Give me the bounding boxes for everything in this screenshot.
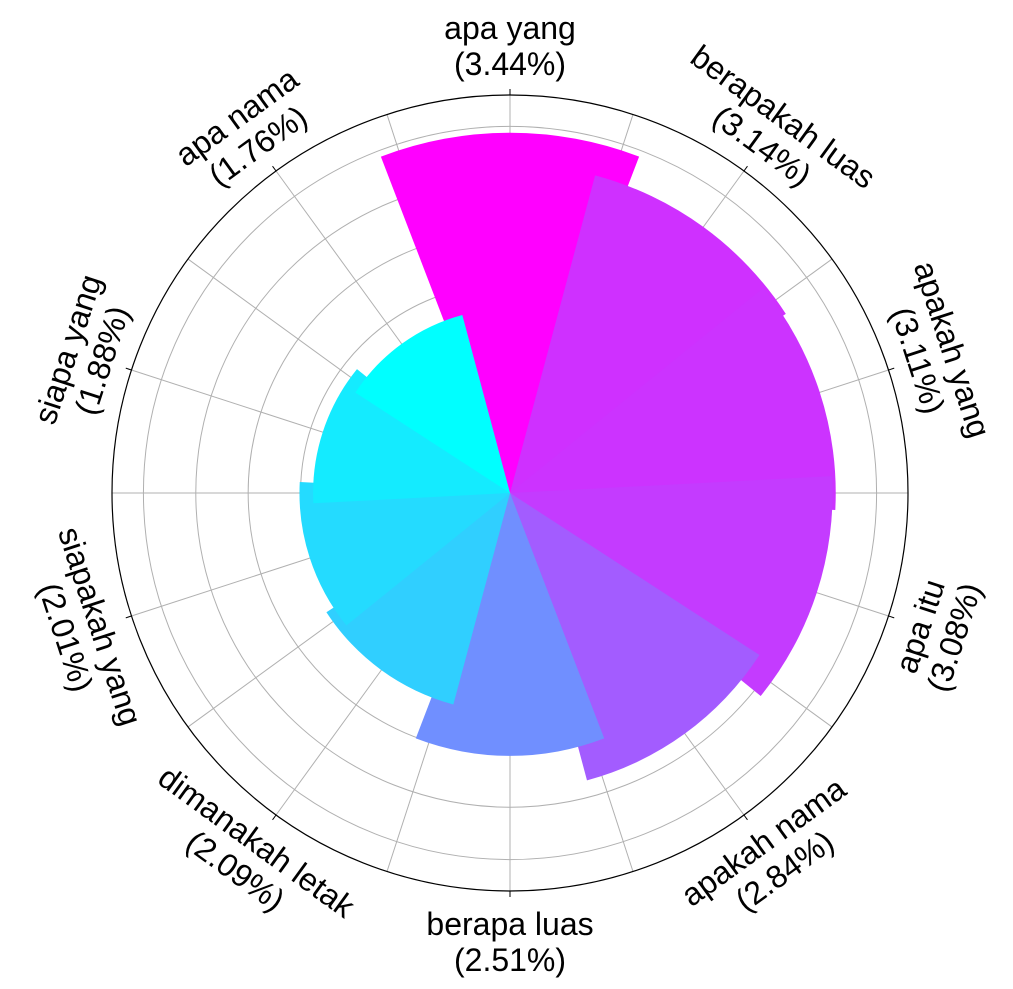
bar-siapa-yang: [313, 369, 510, 504]
bar-apakah-yang: [510, 288, 836, 511]
outer-tick-4: [743, 814, 748, 821]
label-group-7: siapakah yang(2.01%): [31, 522, 149, 729]
bar-berapakah-luas: [510, 175, 786, 493]
outer-tick-6: [272, 814, 277, 821]
bars: [299, 132, 836, 781]
label-group-5: berapa luas(2.51%): [426, 906, 593, 978]
category-percent-label: (3.44%): [454, 46, 566, 82]
bar-apa-yang: [380, 132, 640, 494]
label-group-9: apa nama(1.76%): [169, 60, 314, 193]
category-label: apa yang: [444, 10, 576, 46]
label-group-3: apa itu(3.08%): [888, 575, 989, 696]
label-group-8: siapa yang(1.88%): [27, 270, 137, 428]
label-group-4: apakah nama(2.84%): [674, 770, 852, 918]
outer-tick-1: [743, 165, 748, 172]
category-label: berapa luas: [426, 906, 593, 942]
outer-tick-9: [272, 165, 277, 172]
bar-siapakah-yang: [299, 481, 510, 626]
bar-dimanakah-letak: [326, 493, 510, 705]
label-group-1: berapakah luas(3.14%): [684, 38, 882, 196]
bar-apa-itu: [510, 476, 833, 697]
outer-frame: [111, 89, 909, 897]
bar-berapa-luas: [415, 493, 605, 756]
outer-tick-2: [888, 367, 895, 371]
outer-tick-7: [125, 615, 132, 619]
outer-tick-8: [125, 367, 132, 371]
label-group-2: apakah yang(3.11%): [884, 257, 998, 442]
label-group-6: dimanakah letak(2.09%): [152, 759, 362, 926]
label-group-0: apa yang(3.44%): [444, 10, 576, 82]
category-percent-label: (2.51%): [454, 942, 566, 978]
outer-tick-3: [888, 615, 895, 619]
bar-apa-nama: [355, 314, 510, 493]
